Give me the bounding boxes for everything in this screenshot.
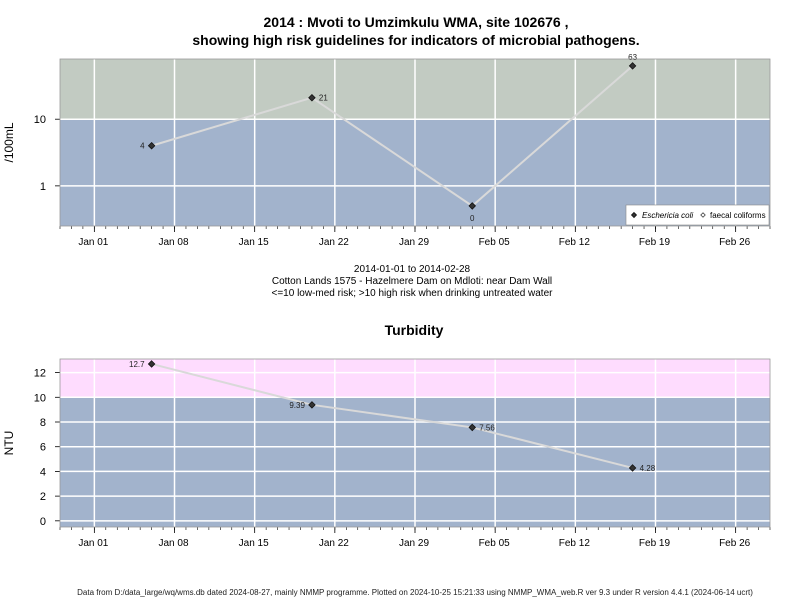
microbial-data-point [468, 202, 477, 210]
turbidity-y-tick-label: 6 [40, 442, 46, 454]
microbial-data-point [147, 141, 156, 150]
legend-marker-ecoli [630, 211, 638, 219]
microbial-x-tick-label: Jan 08 [159, 237, 189, 248]
turbidity-x-tick-label: Jan 22 [319, 538, 349, 549]
microbial-x-tick-label: Jan 29 [399, 237, 429, 248]
turbidity-y-tick-label: 2 [40, 491, 46, 503]
turbidity-x-tick-label: Jan 08 [159, 538, 189, 549]
turbidity-data-label: 7.56 [479, 423, 495, 432]
turbidity-data-label: 12.7 [129, 360, 145, 369]
microbial-y-axis-label: /100mL [2, 122, 16, 162]
turbidity-x-tick-label: Feb 19 [639, 538, 671, 549]
microbial-data-label: 21 [319, 94, 328, 103]
microbial-plot-frame [59, 58, 771, 227]
microbial-x-tick-label: Feb 05 [479, 237, 511, 248]
microbial-data-label: 63 [628, 53, 637, 62]
turbidity-y-tick-label: 10 [34, 392, 46, 404]
turbidity-data-label: 4.28 [640, 464, 656, 473]
turbidity-x-tick-label: Jan 15 [239, 538, 269, 549]
turbidity-data-label: 9.39 [289, 401, 305, 410]
turbidity-data-point [628, 464, 637, 472]
microbial-x-tick-label: Jan 01 [78, 237, 108, 248]
microbial-data-label: 0 [470, 214, 475, 223]
turbidity-y-axis-label: NTU [2, 431, 16, 456]
turbidity-series-line [151, 362, 633, 469]
footer-note: Data from D:/data_large/wq/wms.db dated … [77, 588, 753, 597]
microbial-x-tick-label: Jan 22 [319, 237, 349, 248]
turbidity-x-tick-label: Jan 29 [399, 538, 429, 549]
turbidity-y-tick-label: 4 [40, 466, 46, 478]
turbidity-x-tick-label: Feb 12 [559, 538, 591, 549]
turbidity-plot-frame [59, 358, 771, 528]
turbidity-x-tick-label: Feb 26 [719, 538, 751, 549]
turbidity-title: Turbidity [384, 322, 444, 338]
date-range-label: 2014-01-01 to 2014-02-28 [353, 264, 471, 275]
turbidity-x-tick-label: Feb 05 [479, 538, 511, 549]
turbidity-y-tick-label: 12 [34, 368, 46, 380]
microbial-x-tick-label: Jan 15 [239, 237, 269, 248]
microbial-y-tick-label: 1 [40, 181, 46, 193]
legend-label-ecoli: Eschericia coli [642, 211, 693, 220]
microbial-series-line [151, 65, 634, 208]
turbidity-x-tick-label: Jan 01 [78, 538, 108, 549]
site-label: Cotton Lands 1575 - Hazelmere Dam on Mdl… [271, 276, 553, 287]
microbial-data-point [628, 62, 637, 70]
turbidity-y-tick-label: 0 [40, 516, 46, 528]
microbial-x-tick-label: Feb 26 [719, 237, 751, 248]
legend-label-faecal: faecal coliforms [710, 211, 766, 220]
chart-title-line1: 2014 : Mvoti to Umzimkulu WMA, site 1026… [263, 14, 569, 30]
turbidity-data-point [468, 423, 477, 432]
microbial-data-point [308, 93, 316, 102]
microbial-y-tick-label: 10 [34, 114, 46, 126]
risk-note-label: <=10 low-med risk; >10 high risk when dr… [271, 288, 553, 299]
microbial-x-tick-label: Feb 12 [559, 237, 591, 248]
turbidity-data-point [308, 401, 316, 409]
microbial-x-tick-label: Feb 19 [639, 237, 671, 248]
chart-title-line2: showing high risk guidelines for indicat… [192, 32, 640, 48]
legend-box [625, 204, 770, 226]
microbial-data-label: 4 [140, 142, 145, 151]
turbidity-data-point [147, 360, 156, 368]
turbidity-y-tick-label: 8 [40, 417, 46, 429]
legend-marker-faecal [700, 212, 706, 218]
